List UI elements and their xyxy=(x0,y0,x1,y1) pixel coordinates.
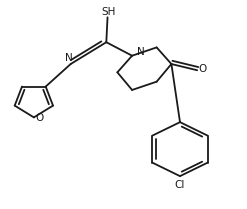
Text: N: N xyxy=(65,53,73,63)
Text: SH: SH xyxy=(102,7,116,17)
Text: O: O xyxy=(198,64,207,74)
Text: N: N xyxy=(137,47,144,57)
Text: Cl: Cl xyxy=(175,180,185,190)
Text: O: O xyxy=(36,113,44,123)
